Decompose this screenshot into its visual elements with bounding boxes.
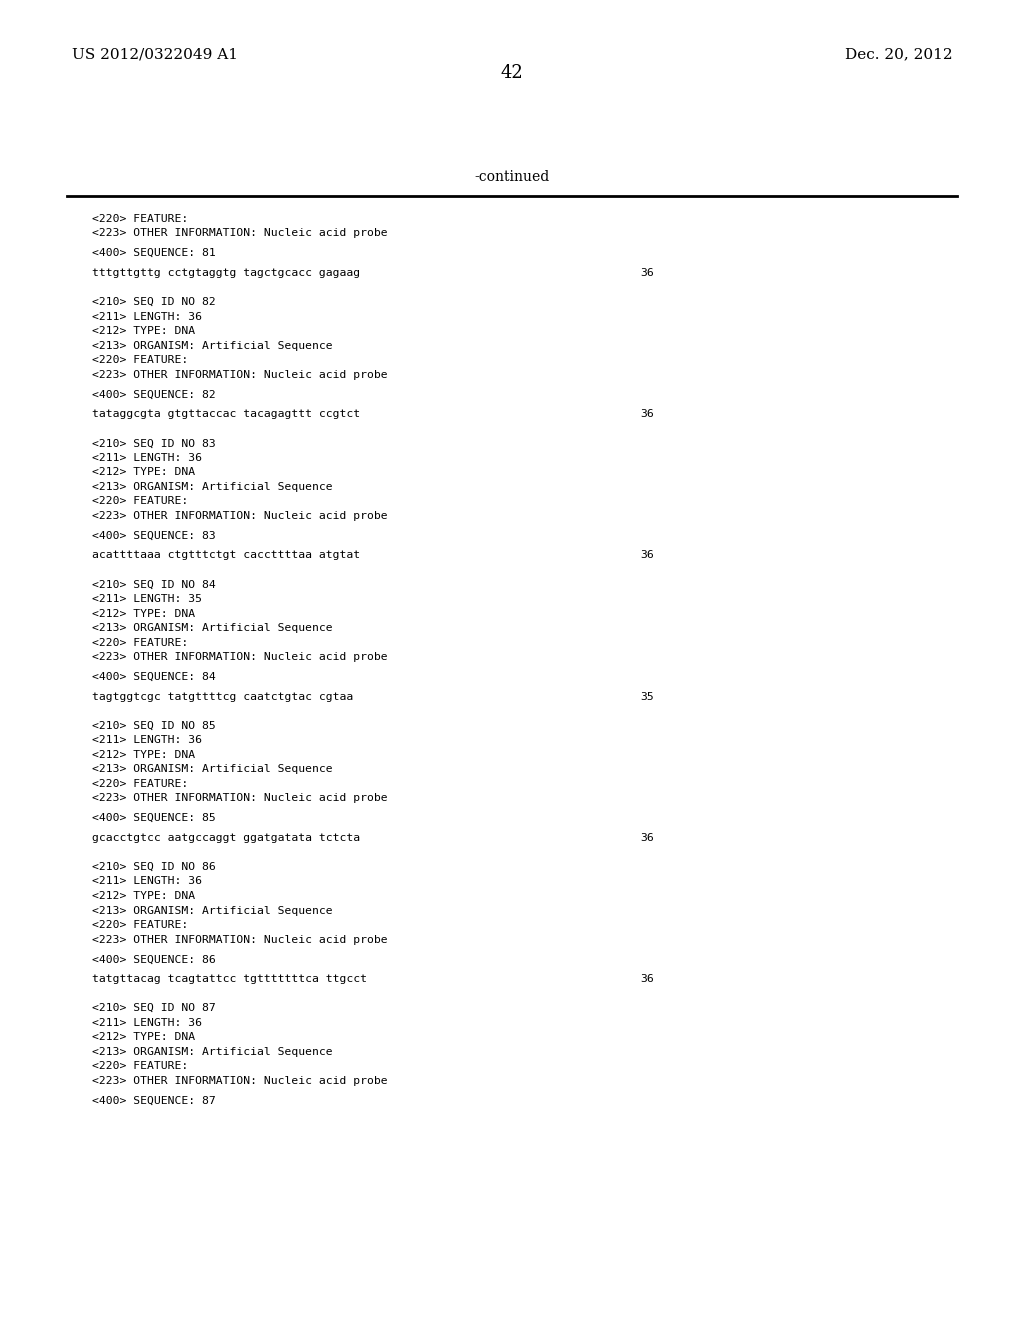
Text: <212> TYPE: DNA: <212> TYPE: DNA bbox=[92, 891, 196, 902]
Text: <220> FEATURE:: <220> FEATURE: bbox=[92, 214, 188, 224]
Text: <400> SEQUENCE: 81: <400> SEQUENCE: 81 bbox=[92, 248, 216, 259]
Text: <400> SEQUENCE: 85: <400> SEQUENCE: 85 bbox=[92, 813, 216, 824]
Text: <212> TYPE: DNA: <212> TYPE: DNA bbox=[92, 467, 196, 478]
Text: <213> ORGANISM: Artificial Sequence: <213> ORGANISM: Artificial Sequence bbox=[92, 764, 333, 775]
Text: <211> LENGTH: 36: <211> LENGTH: 36 bbox=[92, 876, 202, 887]
Text: 42: 42 bbox=[501, 63, 523, 82]
Text: <400> SEQUENCE: 82: <400> SEQUENCE: 82 bbox=[92, 389, 216, 400]
Text: <211> LENGTH: 36: <211> LENGTH: 36 bbox=[92, 735, 202, 746]
Text: <212> TYPE: DNA: <212> TYPE: DNA bbox=[92, 326, 196, 337]
Text: <210> SEQ ID NO 86: <210> SEQ ID NO 86 bbox=[92, 862, 216, 873]
Text: <211> LENGTH: 35: <211> LENGTH: 35 bbox=[92, 594, 202, 605]
Text: <210> SEQ ID NO 84: <210> SEQ ID NO 84 bbox=[92, 579, 216, 590]
Text: <213> ORGANISM: Artificial Sequence: <213> ORGANISM: Artificial Sequence bbox=[92, 623, 333, 634]
Text: <400> SEQUENCE: 86: <400> SEQUENCE: 86 bbox=[92, 954, 216, 965]
Text: Dec. 20, 2012: Dec. 20, 2012 bbox=[845, 48, 952, 61]
Text: 36: 36 bbox=[640, 833, 653, 843]
Text: <223> OTHER INFORMATION: Nucleic acid probe: <223> OTHER INFORMATION: Nucleic acid pr… bbox=[92, 652, 388, 663]
Text: <211> LENGTH: 36: <211> LENGTH: 36 bbox=[92, 312, 202, 322]
Text: 36: 36 bbox=[640, 268, 653, 279]
Text: tttgttgttg cctgtaggtg tagctgcacc gagaag: tttgttgttg cctgtaggtg tagctgcacc gagaag bbox=[92, 268, 360, 279]
Text: <210> SEQ ID NO 82: <210> SEQ ID NO 82 bbox=[92, 297, 216, 308]
Text: <211> LENGTH: 36: <211> LENGTH: 36 bbox=[92, 1018, 202, 1028]
Text: <220> FEATURE:: <220> FEATURE: bbox=[92, 355, 188, 366]
Text: <223> OTHER INFORMATION: Nucleic acid probe: <223> OTHER INFORMATION: Nucleic acid pr… bbox=[92, 793, 388, 804]
Text: gcacctgtcc aatgccaggt ggatgatata tctcta: gcacctgtcc aatgccaggt ggatgatata tctcta bbox=[92, 833, 360, 843]
Text: <400> SEQUENCE: 83: <400> SEQUENCE: 83 bbox=[92, 531, 216, 541]
Text: -continued: -continued bbox=[474, 170, 550, 183]
Text: <213> ORGANISM: Artificial Sequence: <213> ORGANISM: Artificial Sequence bbox=[92, 482, 333, 492]
Text: <210> SEQ ID NO 87: <210> SEQ ID NO 87 bbox=[92, 1003, 216, 1014]
Text: 36: 36 bbox=[640, 409, 653, 420]
Text: acattttaaa ctgtttctgt caccttttaa atgtat: acattttaaa ctgtttctgt caccttttaa atgtat bbox=[92, 550, 360, 561]
Text: <210> SEQ ID NO 83: <210> SEQ ID NO 83 bbox=[92, 438, 216, 449]
Text: <213> ORGANISM: Artificial Sequence: <213> ORGANISM: Artificial Sequence bbox=[92, 341, 333, 351]
Text: <210> SEQ ID NO 85: <210> SEQ ID NO 85 bbox=[92, 721, 216, 731]
Text: <212> TYPE: DNA: <212> TYPE: DNA bbox=[92, 609, 196, 619]
Text: 36: 36 bbox=[640, 974, 653, 985]
Text: <212> TYPE: DNA: <212> TYPE: DNA bbox=[92, 1032, 196, 1043]
Text: <213> ORGANISM: Artificial Sequence: <213> ORGANISM: Artificial Sequence bbox=[92, 1047, 333, 1057]
Text: <400> SEQUENCE: 87: <400> SEQUENCE: 87 bbox=[92, 1096, 216, 1106]
Text: <213> ORGANISM: Artificial Sequence: <213> ORGANISM: Artificial Sequence bbox=[92, 906, 333, 916]
Text: <212> TYPE: DNA: <212> TYPE: DNA bbox=[92, 750, 196, 760]
Text: <211> LENGTH: 36: <211> LENGTH: 36 bbox=[92, 453, 202, 463]
Text: <400> SEQUENCE: 84: <400> SEQUENCE: 84 bbox=[92, 672, 216, 682]
Text: <220> FEATURE:: <220> FEATURE: bbox=[92, 1061, 188, 1072]
Text: tataggcgta gtgttaccac tacagagttt ccgtct: tataggcgta gtgttaccac tacagagttt ccgtct bbox=[92, 409, 360, 420]
Text: <223> OTHER INFORMATION: Nucleic acid probe: <223> OTHER INFORMATION: Nucleic acid pr… bbox=[92, 1076, 388, 1086]
Text: <223> OTHER INFORMATION: Nucleic acid probe: <223> OTHER INFORMATION: Nucleic acid pr… bbox=[92, 935, 388, 945]
Text: <223> OTHER INFORMATION: Nucleic acid probe: <223> OTHER INFORMATION: Nucleic acid pr… bbox=[92, 370, 388, 380]
Text: <220> FEATURE:: <220> FEATURE: bbox=[92, 779, 188, 789]
Text: US 2012/0322049 A1: US 2012/0322049 A1 bbox=[72, 48, 238, 61]
Text: 35: 35 bbox=[640, 692, 653, 702]
Text: tatgttacag tcagtattcc tgtttttttca ttgcct: tatgttacag tcagtattcc tgtttttttca ttgcct bbox=[92, 974, 368, 985]
Text: 36: 36 bbox=[640, 550, 653, 561]
Text: <220> FEATURE:: <220> FEATURE: bbox=[92, 920, 188, 931]
Text: <223> OTHER INFORMATION: Nucleic acid probe: <223> OTHER INFORMATION: Nucleic acid pr… bbox=[92, 511, 388, 521]
Text: tagtggtcgc tatgttttcg caatctgtac cgtaa: tagtggtcgc tatgttttcg caatctgtac cgtaa bbox=[92, 692, 353, 702]
Text: <220> FEATURE:: <220> FEATURE: bbox=[92, 638, 188, 648]
Text: <220> FEATURE:: <220> FEATURE: bbox=[92, 496, 188, 507]
Text: <223> OTHER INFORMATION: Nucleic acid probe: <223> OTHER INFORMATION: Nucleic acid pr… bbox=[92, 228, 388, 239]
